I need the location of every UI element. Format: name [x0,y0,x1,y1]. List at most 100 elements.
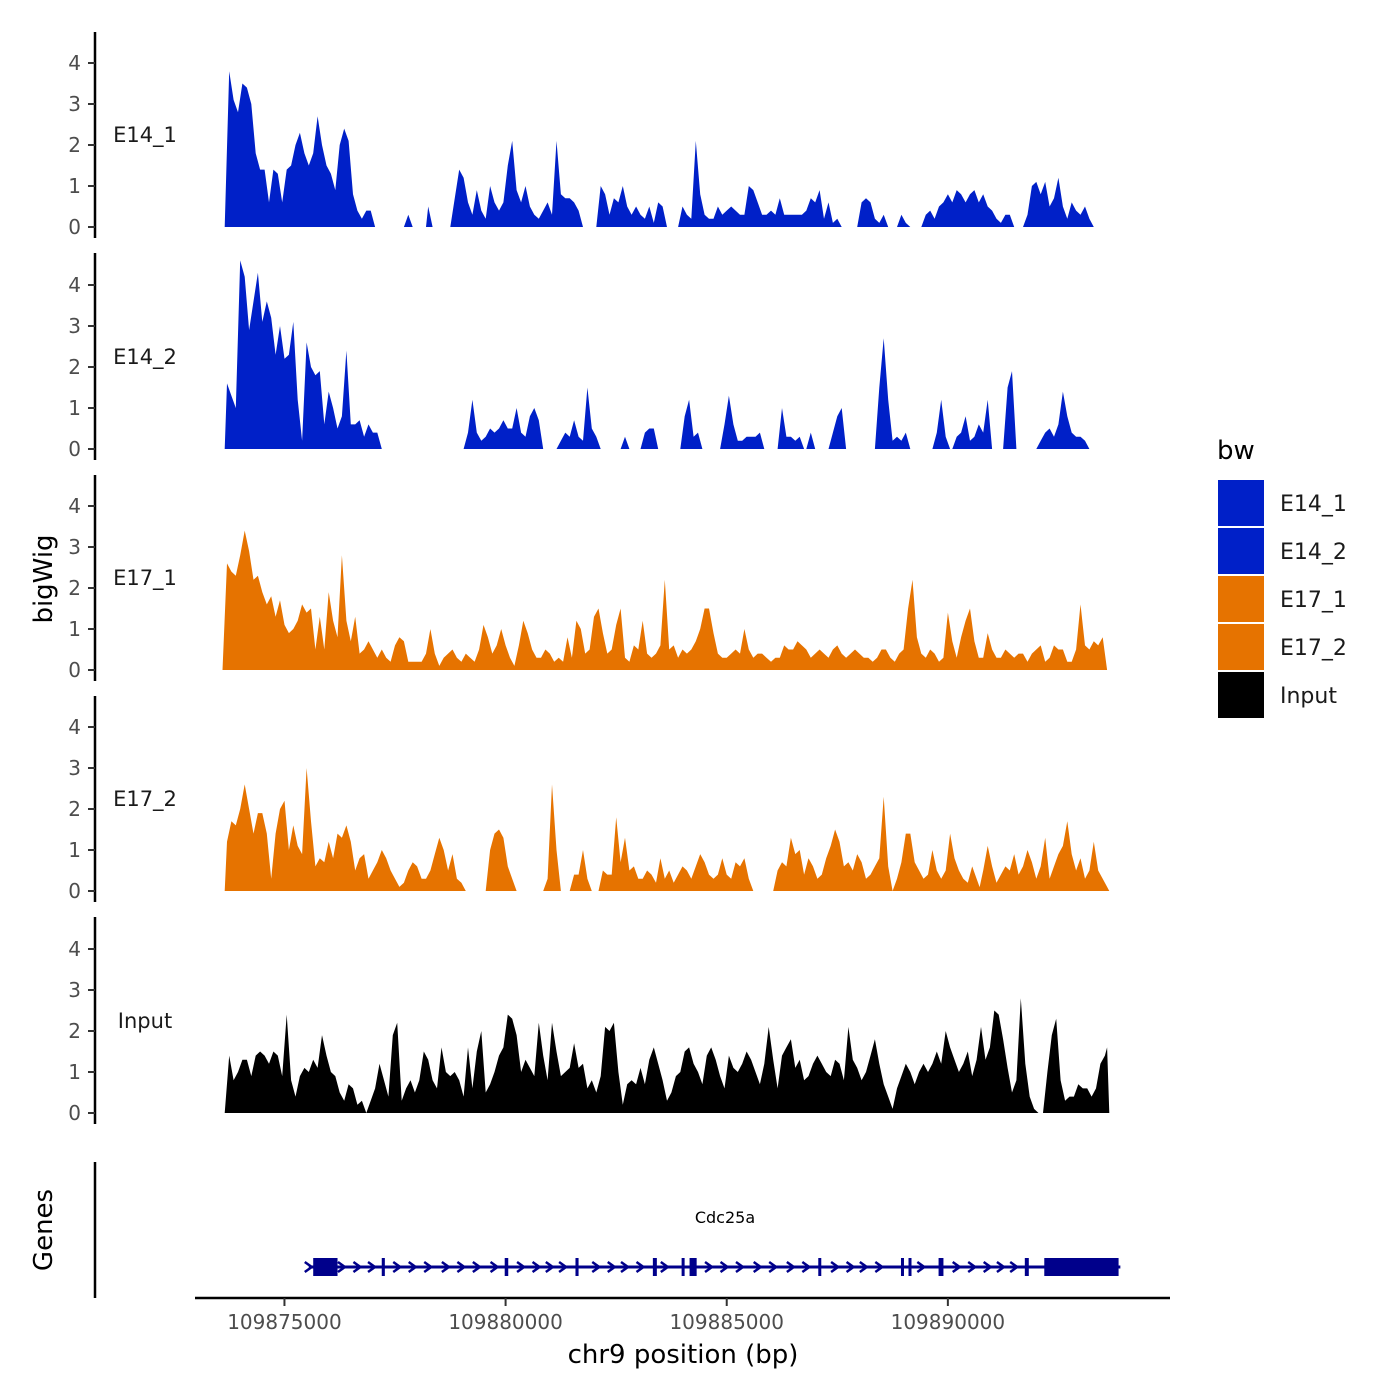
track-input: 0 1 2 3 4 Input [68,917,1110,1125]
track-label: E17_2 [113,787,177,812]
y-tick-label: 3 [68,535,81,559]
coverage-tracks: 0 1 2 3 4 E14_1 0 1 2 3 4 E14_2 0 1 2 3 4 E17_1 0 1 2 3 4 E17_2… [68,32,1110,1125]
legend-swatch [1218,576,1264,622]
strand-arrow [1009,1260,1020,1274]
strand-arrow [660,1260,670,1274]
strand-arrow [407,1260,418,1274]
strand-arrow [352,1260,363,1274]
y-tick-label: 1 [68,838,81,862]
coverage-area-e14-2 [224,260,1090,449]
legend-title: bw [1217,436,1255,466]
y-tick-label: 4 [68,494,81,518]
gene-exon [1024,1258,1029,1276]
strand-arrow [337,1260,348,1274]
gene-exon [818,1258,822,1276]
x-tick-label: 109875000 [227,1310,342,1334]
legend-swatch [1218,528,1264,574]
strand-arrow [516,1260,527,1274]
y-tick-label: 4 [68,51,81,75]
track-label: Input [118,1009,172,1033]
strand-arrow [982,1260,993,1274]
track-label: E17_1 [113,566,177,591]
legend-entry: E14_1 [1218,480,1347,526]
strand-arrow [635,1260,646,1274]
y-tick-label: 2 [68,355,81,379]
y-tick-label: 1 [68,174,81,198]
strand-arrow [591,1260,602,1274]
coverage-area-e17-2 [224,768,1110,891]
track-label: E14_1 [113,123,177,148]
track-e17-1: 0 1 2 3 4 E17_1 [68,475,1108,682]
gene-exon [938,1258,944,1276]
y-tick-label: 1 [68,396,81,420]
strand-arrow [996,1260,1007,1274]
gene-exon [381,1258,385,1276]
strand-arrow [874,1260,885,1274]
y-tick-label: 2 [68,797,81,821]
gene-exon [689,1258,697,1276]
genes-panel: Genes Cdc25a [29,1162,1121,1298]
gene-model-cdc25a [304,1258,1121,1276]
y-tick-label: 0 [68,658,81,682]
x-axis: 109875000 109880000 109885000 109890000 chr… [195,1296,1170,1370]
y-tick-label: 0 [68,215,81,239]
track-label: E14_2 [113,345,177,370]
gene-exon [681,1258,685,1276]
y-tick-label: 3 [68,978,81,1002]
legend-entry: E17_2 [1218,624,1347,670]
gene-exon [900,1258,904,1276]
strand-arrow [752,1260,763,1274]
gene-exon [313,1258,338,1276]
y-tick-label: 0 [68,437,81,461]
x-axis-title: chr9 position (bp) [568,1340,799,1370]
strand-arrow [845,1260,856,1274]
y-tick-label: 2 [68,576,81,600]
legend-swatch [1218,480,1264,526]
x-tick-label: 109890000 [891,1310,1006,1334]
track-e14-2: 0 1 2 3 4 E14_2 [68,253,1090,461]
gene-exon [908,1258,912,1276]
y-tick-label: 4 [68,715,81,739]
strand-arrow [967,1260,978,1274]
strand-arrow [456,1260,467,1274]
legend-label: E17_2 [1280,636,1347,661]
gene-exon [504,1258,509,1276]
strand-arrow [859,1260,869,1274]
legend-label: E17_1 [1280,588,1347,613]
y-tick-label: 3 [68,314,81,338]
x-tick-label: 109885000 [669,1310,784,1334]
legend-swatch [1218,672,1264,718]
strand-arrow [304,1260,314,1274]
coverage-area-input [224,998,1110,1113]
x-tick-label: 109880000 [448,1310,563,1334]
strand-arrow [545,1260,555,1274]
track-e14-1: 0 1 2 3 4 E14_1 [68,32,1094,239]
y-tick-label: 4 [68,937,81,961]
strand-arrow [472,1260,482,1274]
strand-arrow [441,1260,452,1274]
track-e17-2: 0 1 2 3 4 E17_2 [68,696,1110,903]
y-tick-label: 1 [68,1060,81,1084]
strand-arrow [786,1260,797,1274]
y-tick-label: 2 [68,133,81,157]
legend-entry: E17_1 [1218,576,1347,622]
coverage-area-e14-1 [224,71,1094,227]
y-tick-label: 0 [68,1101,81,1125]
legend-entry: Input [1218,672,1337,718]
strand-arrow [768,1260,779,1274]
strand-arrow [916,1260,927,1274]
legend-swatch [1218,624,1264,670]
legend-label: E14_2 [1280,540,1347,565]
legend: bw E14_1 E14_2 E17_1 E17_2 Input [1217,436,1347,718]
gene-label: Cdc25a [695,1208,755,1227]
gene-exon [1044,1258,1119,1276]
strand-arrow [367,1260,378,1274]
y-axis-title: bigWig [29,534,59,623]
strand-arrow [392,1260,403,1274]
strand-arrow [735,1260,746,1274]
legend-label: Input [1280,684,1337,709]
y-tick-label: 3 [68,756,81,780]
gene-exon [652,1258,657,1276]
